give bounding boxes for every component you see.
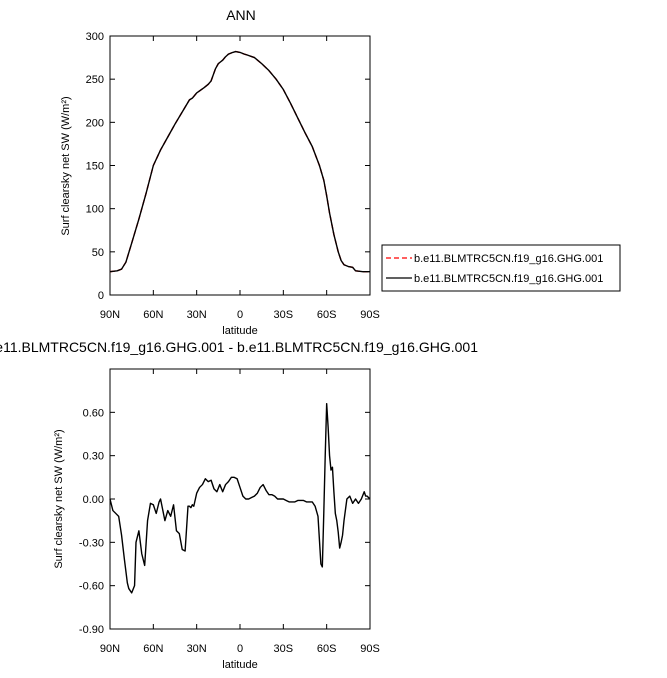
x-tick-label: 60N xyxy=(143,309,163,321)
series-line-1 xyxy=(109,50,370,273)
x-tick-label: 0 xyxy=(237,309,243,321)
x-tick-label: 90S xyxy=(360,643,380,655)
top-series-layer xyxy=(109,50,370,273)
y-tick-label: 0 xyxy=(98,290,104,302)
top-x-axis: 90N 60N 30N 0 30S 60S 90S xyxy=(100,36,380,321)
series-line-2 xyxy=(109,50,370,273)
x-tick-label: 90N xyxy=(100,643,120,655)
x-tick-label: 90S xyxy=(360,309,380,321)
x-tick-label: 30N xyxy=(187,643,207,655)
y-tick-label: 150 xyxy=(86,161,104,173)
y-tick-label: -0.60 xyxy=(79,581,104,593)
y-tick-label: 100 xyxy=(86,204,104,216)
y-tick-label: 0.30 xyxy=(83,451,104,463)
x-tick-label: 60S xyxy=(317,643,337,655)
y-tick-label: 50 xyxy=(92,247,104,259)
legend: b.e11.BLMTRC5CN.f19_g16.GHG.001 b.e11.BL… xyxy=(381,244,621,292)
y-tick-label: 200 xyxy=(86,117,104,129)
x-tick-label: 60S xyxy=(317,309,337,321)
legend-label-series-2: b.e11.BLMTRC5CN.f19_g16.GHG.001 xyxy=(414,273,603,285)
legend-box xyxy=(381,244,621,292)
bottom-x-axis: 90N 60N 30N 0 30S 60S 90S xyxy=(100,369,380,655)
y-tick-label: 0.60 xyxy=(83,407,104,419)
y-tick-label: 0.00 xyxy=(83,494,104,506)
x-tick-label: 30S xyxy=(274,309,294,321)
top-x-axis-label: latitude xyxy=(222,325,257,337)
bottom-chart: b.e11.BLMTRC5CN.f19_g16.GHG.001 - b.e11.… xyxy=(0,339,478,671)
y-tick-label: -0.90 xyxy=(79,624,104,636)
bottom-chart-title: b.e11.BLMTRC5CN.f19_g16.GHG.001 - b.e11.… xyxy=(0,339,478,355)
y-tick-label: 300 xyxy=(86,31,104,43)
top-y-axis-label: Surf clearsky net SW (W/m²) xyxy=(60,96,72,235)
x-tick-label: 60N xyxy=(143,643,163,655)
bottom-series-layer xyxy=(109,402,371,594)
y-tick-label: -0.30 xyxy=(79,537,104,549)
bottom-y-axis: -0.90 -0.60 -0.30 0.00 0.30 0.60 xyxy=(79,407,370,636)
top-y-axis: 0 50 100 150 200 250 300 xyxy=(86,31,370,302)
series-line-1 xyxy=(109,402,371,594)
top-chart-title: ANN xyxy=(226,7,256,23)
x-tick-label: 30S xyxy=(274,643,294,655)
x-tick-label: 0 xyxy=(237,643,243,655)
x-tick-label: 90N xyxy=(100,309,120,321)
bottom-x-axis-label: latitude xyxy=(222,659,257,671)
bottom-plot-frame xyxy=(109,368,371,630)
legend-label-series-1: b.e11.BLMTRC5CN.f19_g16.GHG.001 xyxy=(414,253,603,265)
top-plot-frame xyxy=(109,35,371,296)
bottom-y-axis-label: Surf clearsky net SW (W/m²) xyxy=(53,429,65,568)
x-tick-label: 30N xyxy=(187,309,207,321)
y-tick-label: 250 xyxy=(86,74,104,86)
